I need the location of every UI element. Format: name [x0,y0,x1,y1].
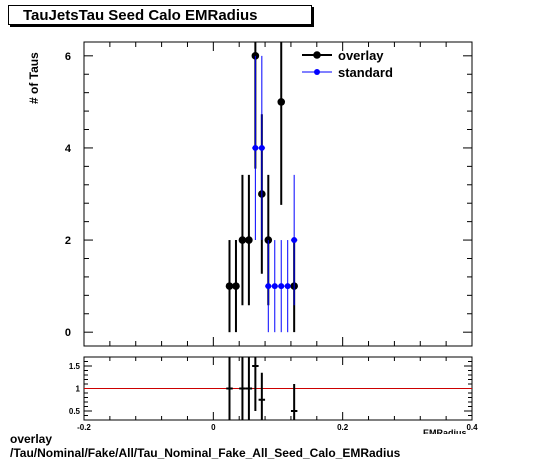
standard-point [278,283,285,290]
ratio-x-tick-label: 0.4 [466,423,478,432]
y-tick-label: 4 [65,143,72,155]
standard-point [291,237,298,244]
ratio-plot-axes: 0.5 1 1.5 -0.2 0 0.2 0.4 [69,357,478,432]
standard-point [258,144,265,151]
overlay-point [232,282,240,290]
footer-line-1: overlay [10,432,53,446]
overlay-point [225,282,234,290]
legend-label-standard: standard [338,65,393,80]
y-tick-label: 6 [65,51,71,63]
ratio-x-tick-label: -0.2 [77,423,91,432]
ratio-y-tick-label: 1 [76,385,81,394]
main-plot-axes: 0 2 4 6 [65,42,473,346]
main-plot-frame [83,41,473,347]
legend-label-overlay: overlay [338,48,384,63]
ratio-x-tick-label: 0 [211,423,216,432]
footer-line-2: /Tau/Nominal/Fake/All/Tau_Nominal_Fake_A… [10,446,401,460]
overlay-point [245,236,253,244]
overlay-point [238,236,247,244]
standard-point [252,144,259,151]
standard-point [271,283,278,290]
ratio-plot-marks [84,357,472,420]
legend-marker-standard [314,69,320,75]
series-standard [252,55,298,333]
main-frame-border [83,41,473,347]
main-plot-marks [225,42,298,333]
overlay-point [277,98,286,106]
y-tick-label: 2 [65,235,71,247]
standard-point [265,283,272,290]
ratio-y-tick-label: 1.5 [69,362,81,371]
x-axis-label: EMRadius [423,428,467,434]
ratio-y-tick-label: 0.5 [69,407,81,416]
legend: overlay standard [302,48,393,80]
legend-marker-overlay [313,51,321,59]
ratio-x-tick-label: 0.2 [337,423,349,432]
y-tick-label: 0 [65,327,71,339]
standard-point [284,283,291,290]
chart-title: TauJetsTau Seed Calo EMRadius [8,5,312,25]
